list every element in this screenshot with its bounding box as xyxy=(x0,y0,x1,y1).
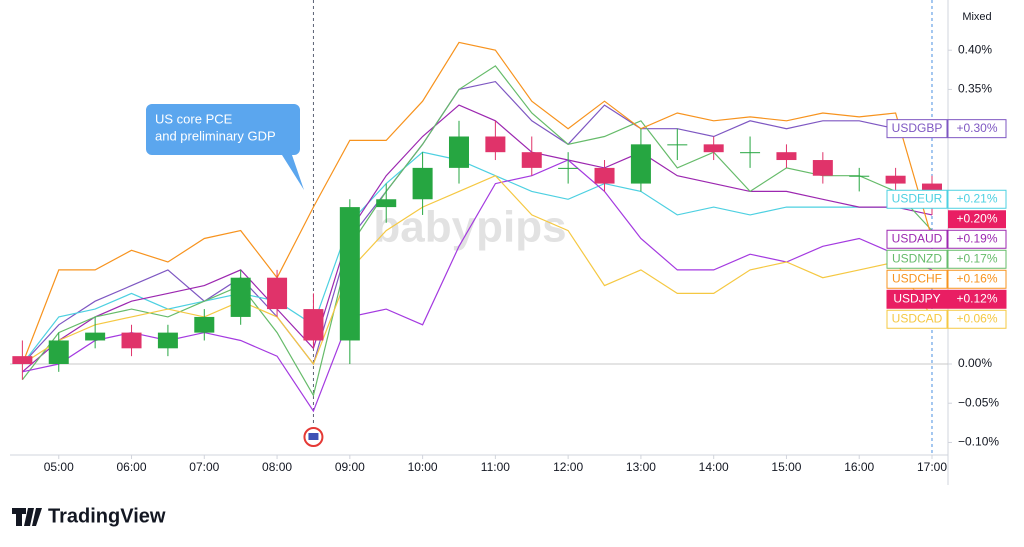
legend-name-box xyxy=(886,119,948,139)
x-tick-label: 07:00 xyxy=(189,460,219,474)
x-tick-label: 09:00 xyxy=(335,460,365,474)
series-line xyxy=(22,174,933,366)
candle-body xyxy=(448,136,469,168)
last-value-label: +0.20% xyxy=(956,211,997,225)
candle-body xyxy=(812,160,833,176)
candle-body xyxy=(521,152,542,168)
candle-body xyxy=(558,167,579,169)
candle-body xyxy=(776,152,797,161)
x-tick-label: 15:00 xyxy=(771,460,801,474)
last-value-label: +0.06% xyxy=(956,311,997,325)
candle-body xyxy=(740,152,761,154)
series-line xyxy=(22,159,933,413)
last-value-label: +0.17% xyxy=(956,251,997,265)
legend-name: USDNZD xyxy=(892,251,942,265)
candle-body xyxy=(157,332,178,349)
legend-name-box xyxy=(886,289,948,309)
legend-name-box xyxy=(886,189,948,209)
legend-name: USDJPY xyxy=(893,291,940,305)
candle-body xyxy=(885,175,906,184)
last-value-box xyxy=(947,229,1007,249)
candle-body xyxy=(376,199,397,208)
series-line xyxy=(21,41,933,365)
legend-name-box xyxy=(886,269,948,289)
legend-name: USDEUR xyxy=(892,191,943,205)
x-tick-label: 05:00 xyxy=(44,460,74,474)
series-line xyxy=(22,104,933,373)
y-tick-label: 0.00% xyxy=(958,356,992,370)
x-tick-label: 13:00 xyxy=(626,460,656,474)
candle-body xyxy=(48,340,69,364)
legend-name: USDAUD xyxy=(892,231,943,245)
last-value-box xyxy=(947,309,1007,329)
last-value-label: +0.19% xyxy=(956,231,997,245)
candle-body xyxy=(85,332,106,341)
candle-body xyxy=(849,175,870,177)
last-value-box xyxy=(948,210,1006,229)
series-line xyxy=(21,151,933,365)
y-tick-label: 0.35% xyxy=(958,82,992,96)
candle-body xyxy=(267,277,288,310)
legend-name-box xyxy=(886,229,948,249)
candle-body xyxy=(339,207,360,341)
last-value-label: +0.16% xyxy=(956,271,997,285)
x-tick-label: 16:00 xyxy=(844,460,874,474)
annotation-bubble xyxy=(146,104,304,190)
last-value-box xyxy=(947,189,1007,209)
candle-body xyxy=(667,144,688,146)
x-tick-label: 14:00 xyxy=(699,460,729,474)
candle-body xyxy=(703,144,724,153)
candle-body xyxy=(485,136,506,153)
candle-body xyxy=(594,167,615,184)
candle-body xyxy=(412,167,433,200)
legend-name: USDCHF xyxy=(892,271,942,285)
last-value-box xyxy=(947,269,1007,289)
x-tick-label: 17:00 xyxy=(917,460,947,474)
x-tick-label: 10:00 xyxy=(408,460,438,474)
last-value-box xyxy=(947,289,1007,309)
series-line xyxy=(21,80,932,366)
legend-name-box xyxy=(886,249,948,269)
legend-name-box xyxy=(886,309,948,329)
x-tick-label: 08:00 xyxy=(262,460,292,474)
legend-name: USDGBP xyxy=(892,121,943,135)
last-value-box xyxy=(947,119,1007,139)
candle-body xyxy=(230,277,251,317)
last-value-label: +0.12% xyxy=(956,291,997,305)
y-tick-label: 0.40% xyxy=(958,42,992,56)
annotation-text: US core PCE xyxy=(155,111,233,126)
event-flag xyxy=(308,433,319,440)
last-value-label: +0.21% xyxy=(956,191,997,205)
x-tick-label: 12:00 xyxy=(553,460,583,474)
candle-body xyxy=(194,316,215,333)
brand-name: TradingView xyxy=(48,505,166,527)
y-tick-label: −0.10% xyxy=(958,435,999,449)
last-value-label: +0.30% xyxy=(956,121,997,135)
x-tick-label: 06:00 xyxy=(117,460,147,474)
candle-body xyxy=(121,332,142,349)
series-line xyxy=(21,65,933,397)
legend-name: USDCAD xyxy=(892,311,943,325)
candle-body xyxy=(12,356,33,364)
scale-mode-button[interactable] xyxy=(950,6,1004,28)
candle-body xyxy=(630,144,651,184)
y-tick-label: −0.05% xyxy=(958,395,999,409)
x-tick-label: 11:00 xyxy=(481,460,510,474)
annotation-text: and preliminary GDP xyxy=(155,128,276,143)
scale-mode[interactable]: Mixed xyxy=(962,11,991,23)
last-value-box xyxy=(947,249,1007,269)
candle-body xyxy=(303,309,324,341)
brand-logo xyxy=(12,508,42,526)
